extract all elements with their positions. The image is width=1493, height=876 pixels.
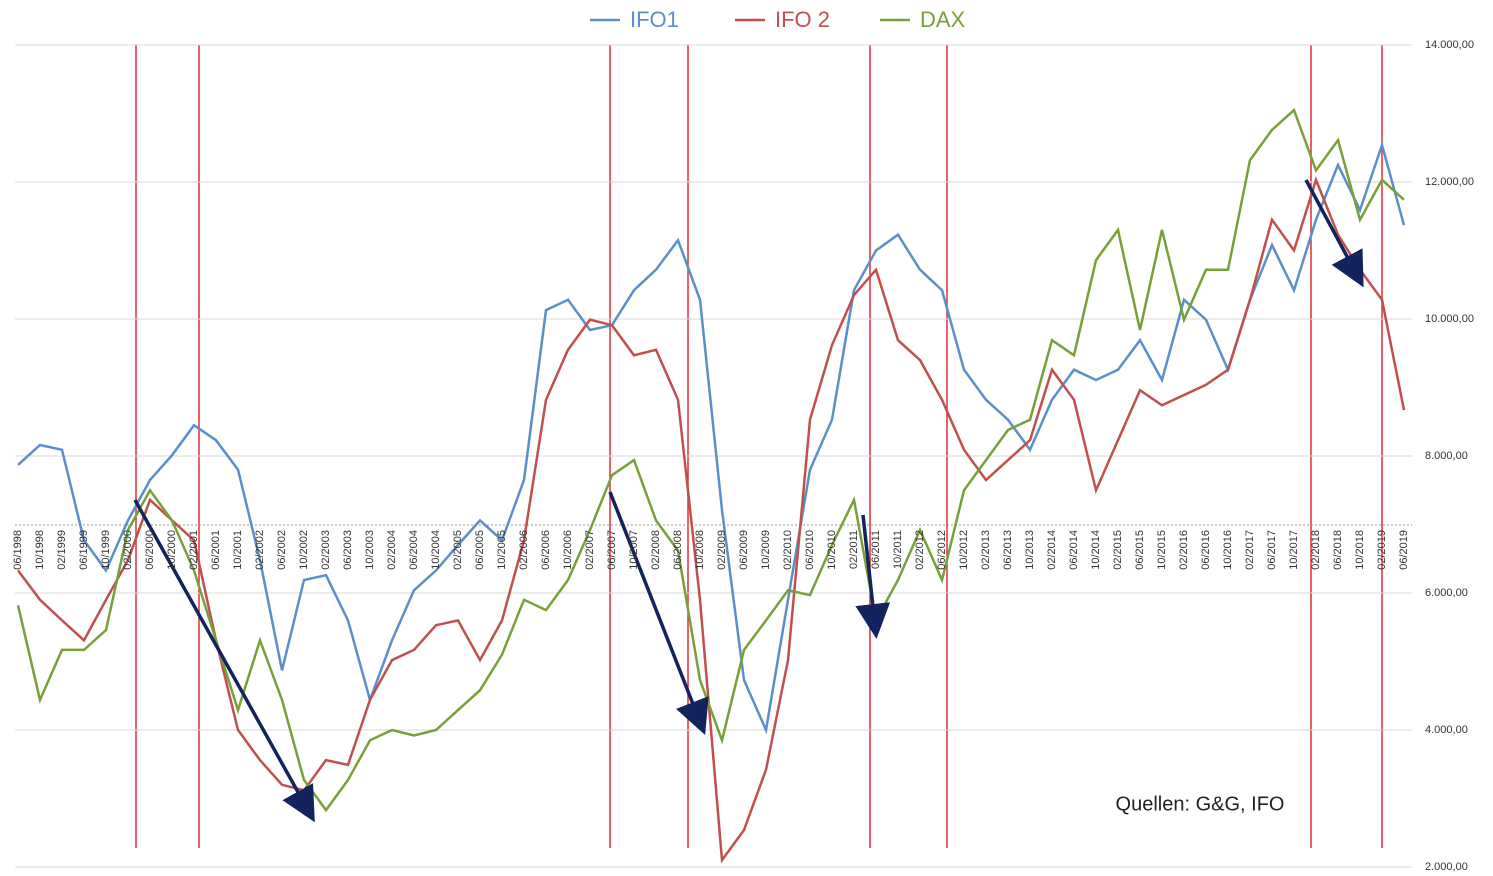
- y-tick-label: 12.000,00: [1425, 176, 1474, 188]
- x-tick-label: 06/1998: [12, 530, 24, 570]
- x-tick-label: 02/2016: [1178, 530, 1190, 570]
- x-tick-label: 02/2007: [584, 530, 596, 570]
- x-tick-label: 06/2000: [144, 530, 156, 570]
- y-tick-label: 6.000,00: [1425, 587, 1468, 599]
- x-tick-label: 06/2005: [474, 530, 486, 570]
- plot: [15, 44, 1412, 868]
- x-tick-label: 06/2001: [210, 530, 222, 570]
- x-tick-label: 10/2008: [694, 530, 706, 570]
- legend-label: IFO 2: [775, 7, 830, 32]
- x-tick-label: 02/2004: [386, 530, 398, 570]
- x-tick-label: 02/2015: [1112, 530, 1124, 570]
- x-tick-label: 06/2013: [1002, 530, 1014, 570]
- x-tick-label: 10/2011: [892, 530, 904, 569]
- x-tick-label: 10/2015: [1156, 530, 1168, 570]
- x-tick-label: 10/2002: [298, 530, 310, 570]
- x-tick-label: 02/2017: [1244, 530, 1256, 570]
- x-tick-label: 10/2009: [760, 530, 772, 570]
- x-tick-label: 10/2004: [430, 530, 442, 570]
- x-tick-label: 10/1999: [100, 530, 112, 570]
- x-tick-label: 06/2006: [540, 530, 552, 570]
- x-tick-label: 06/2007: [606, 530, 618, 570]
- event-lines: [135, 45, 1383, 848]
- series-line: [16, 107, 1405, 813]
- x-tick-label: 06/2018: [1332, 530, 1344, 570]
- y-tick-label: 14.000,00: [1425, 39, 1474, 51]
- x-tick-label: 06/2002: [276, 530, 288, 570]
- x-tick-label: 02/2003: [320, 530, 332, 570]
- x-tick-label: 02/2009: [716, 530, 728, 570]
- series-line: [16, 176, 1406, 864]
- x-tick-label: 06/1999: [78, 530, 90, 570]
- x-tick-label: 02/2011: [848, 530, 860, 569]
- x-tick-label: 02/2005: [452, 530, 464, 570]
- x-tick-label: 06/2010: [804, 530, 816, 570]
- x-tick-label: 02/2008: [650, 530, 662, 570]
- x-tick-label: 02/1999: [56, 530, 68, 570]
- y-tick-label: 10.000,00: [1425, 313, 1474, 325]
- x-tick-label: 06/2003: [342, 530, 354, 570]
- y-tick-label: 2.000,00: [1425, 861, 1468, 873]
- x-tick-label: 06/2019: [1398, 530, 1410, 570]
- y-tick-label: 4.000,00: [1425, 724, 1468, 736]
- x-tick-label: 10/2013: [1024, 530, 1036, 570]
- x-tick-label: 02/2014: [1046, 530, 1058, 570]
- x-tick-label: 10/2016: [1222, 530, 1234, 570]
- x-tick-label: 06/2014: [1068, 530, 1080, 570]
- x-tick-label: 02/2019: [1376, 530, 1388, 570]
- x-tick-label: 10/2014: [1090, 530, 1102, 570]
- x-tick-label: 10/2010: [826, 530, 838, 570]
- x-tick-label: 06/2016: [1200, 530, 1212, 570]
- x-tick-label: 02/2006: [518, 530, 530, 570]
- x-tick-label: 06/2008: [672, 530, 684, 570]
- arrows: [133, 179, 1364, 823]
- y-tick-label: 8.000,00: [1425, 450, 1468, 462]
- x-tick-label: 10/2012: [958, 530, 970, 570]
- x-tick-label: 10/2003: [364, 530, 376, 570]
- x-tick-label: 06/2011: [870, 530, 882, 569]
- x-tick-label: 10/2000: [166, 530, 178, 570]
- annotation: Quellen: G&G, IFO: [1116, 793, 1285, 815]
- x-tick-label: 02/2002: [254, 530, 266, 570]
- x-tick-label: 06/2004: [408, 530, 420, 570]
- x-tick-label: 06/2017: [1266, 530, 1278, 570]
- x-tick-label: 10/1998: [34, 530, 46, 570]
- x-tick-label: 02/2001: [188, 530, 200, 570]
- series-line: [17, 140, 1406, 735]
- x-tick-label: 10/2001: [232, 530, 244, 570]
- x-tick-label: 06/2015: [1134, 530, 1146, 570]
- x-tick-label: 10/2006: [562, 530, 574, 570]
- x-tick-label: 02/2000: [122, 530, 134, 570]
- x-tick-label: 02/2013: [980, 530, 992, 570]
- x-tick-label: 02/2010: [782, 530, 794, 570]
- x-tick-label: 10/2018: [1354, 530, 1366, 570]
- legend-label: DAX: [920, 7, 966, 32]
- legend-label: IFO1: [630, 7, 679, 32]
- x-tick-label: 10/2017: [1288, 530, 1300, 570]
- x-tick-label: 10/2005: [496, 530, 508, 570]
- x-tick-label: 06/2009: [738, 530, 750, 570]
- x-tick-label: 02/2018: [1310, 530, 1322, 570]
- x-tick-label: 10/2007: [628, 530, 640, 570]
- x-tick-label: 02/2012: [914, 530, 926, 570]
- x-tick-label: 06/2012: [936, 530, 948, 570]
